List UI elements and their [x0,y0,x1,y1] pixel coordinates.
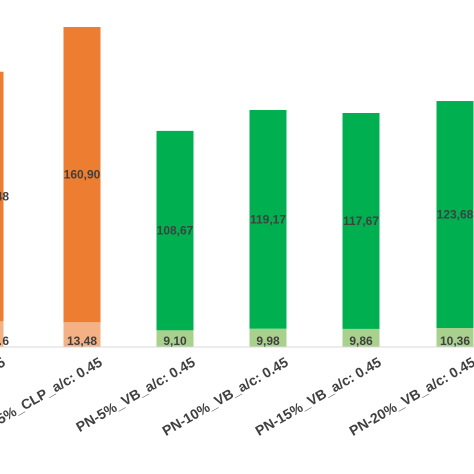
value-label-upper: 108,67 [157,224,194,238]
value-label-lower: 13,48 [67,334,97,348]
bar-upper-segment [436,101,474,328]
bar-upper-segment [342,112,380,329]
value-label-lower: 9,86 [349,334,373,348]
value-label-upper: 117,67 [343,214,379,228]
bar-upper-segment [63,27,101,323]
bar-lower-segment [342,328,380,347]
value-labels-layer: …48 …6 160,90 13,48 108,67 9,10 119,17 9,98 117,… [0,168,474,348]
value-label-lower: …6 [0,334,9,348]
value-label-lower: 9,98 [256,334,280,348]
bar-lower-segment [436,327,474,347]
bar-upper-segment [249,110,287,329]
value-label-lower: 10,36 [440,334,470,348]
bar-upper-segment [156,130,194,331]
bar-lower-segment [63,322,101,347]
value-label-upper: …48 [0,190,9,204]
category-labels-layer: …%_CLP_a/c: 0.45…5%_CLP_a/c: 0.45PN-5%_V… [0,354,474,439]
value-label-lower: 9,10 [163,334,187,348]
bars-layer [0,27,474,347]
bar-lower-segment [249,328,287,347]
value-label-upper: 160,90 [64,168,101,182]
value-label-upper: 123,68 [437,208,474,222]
bar-lower-segment [156,330,194,347]
bar-upper-segment [0,71,4,322]
bar-lower-segment [0,321,4,347]
value-label-upper: 119,17 [250,212,286,226]
